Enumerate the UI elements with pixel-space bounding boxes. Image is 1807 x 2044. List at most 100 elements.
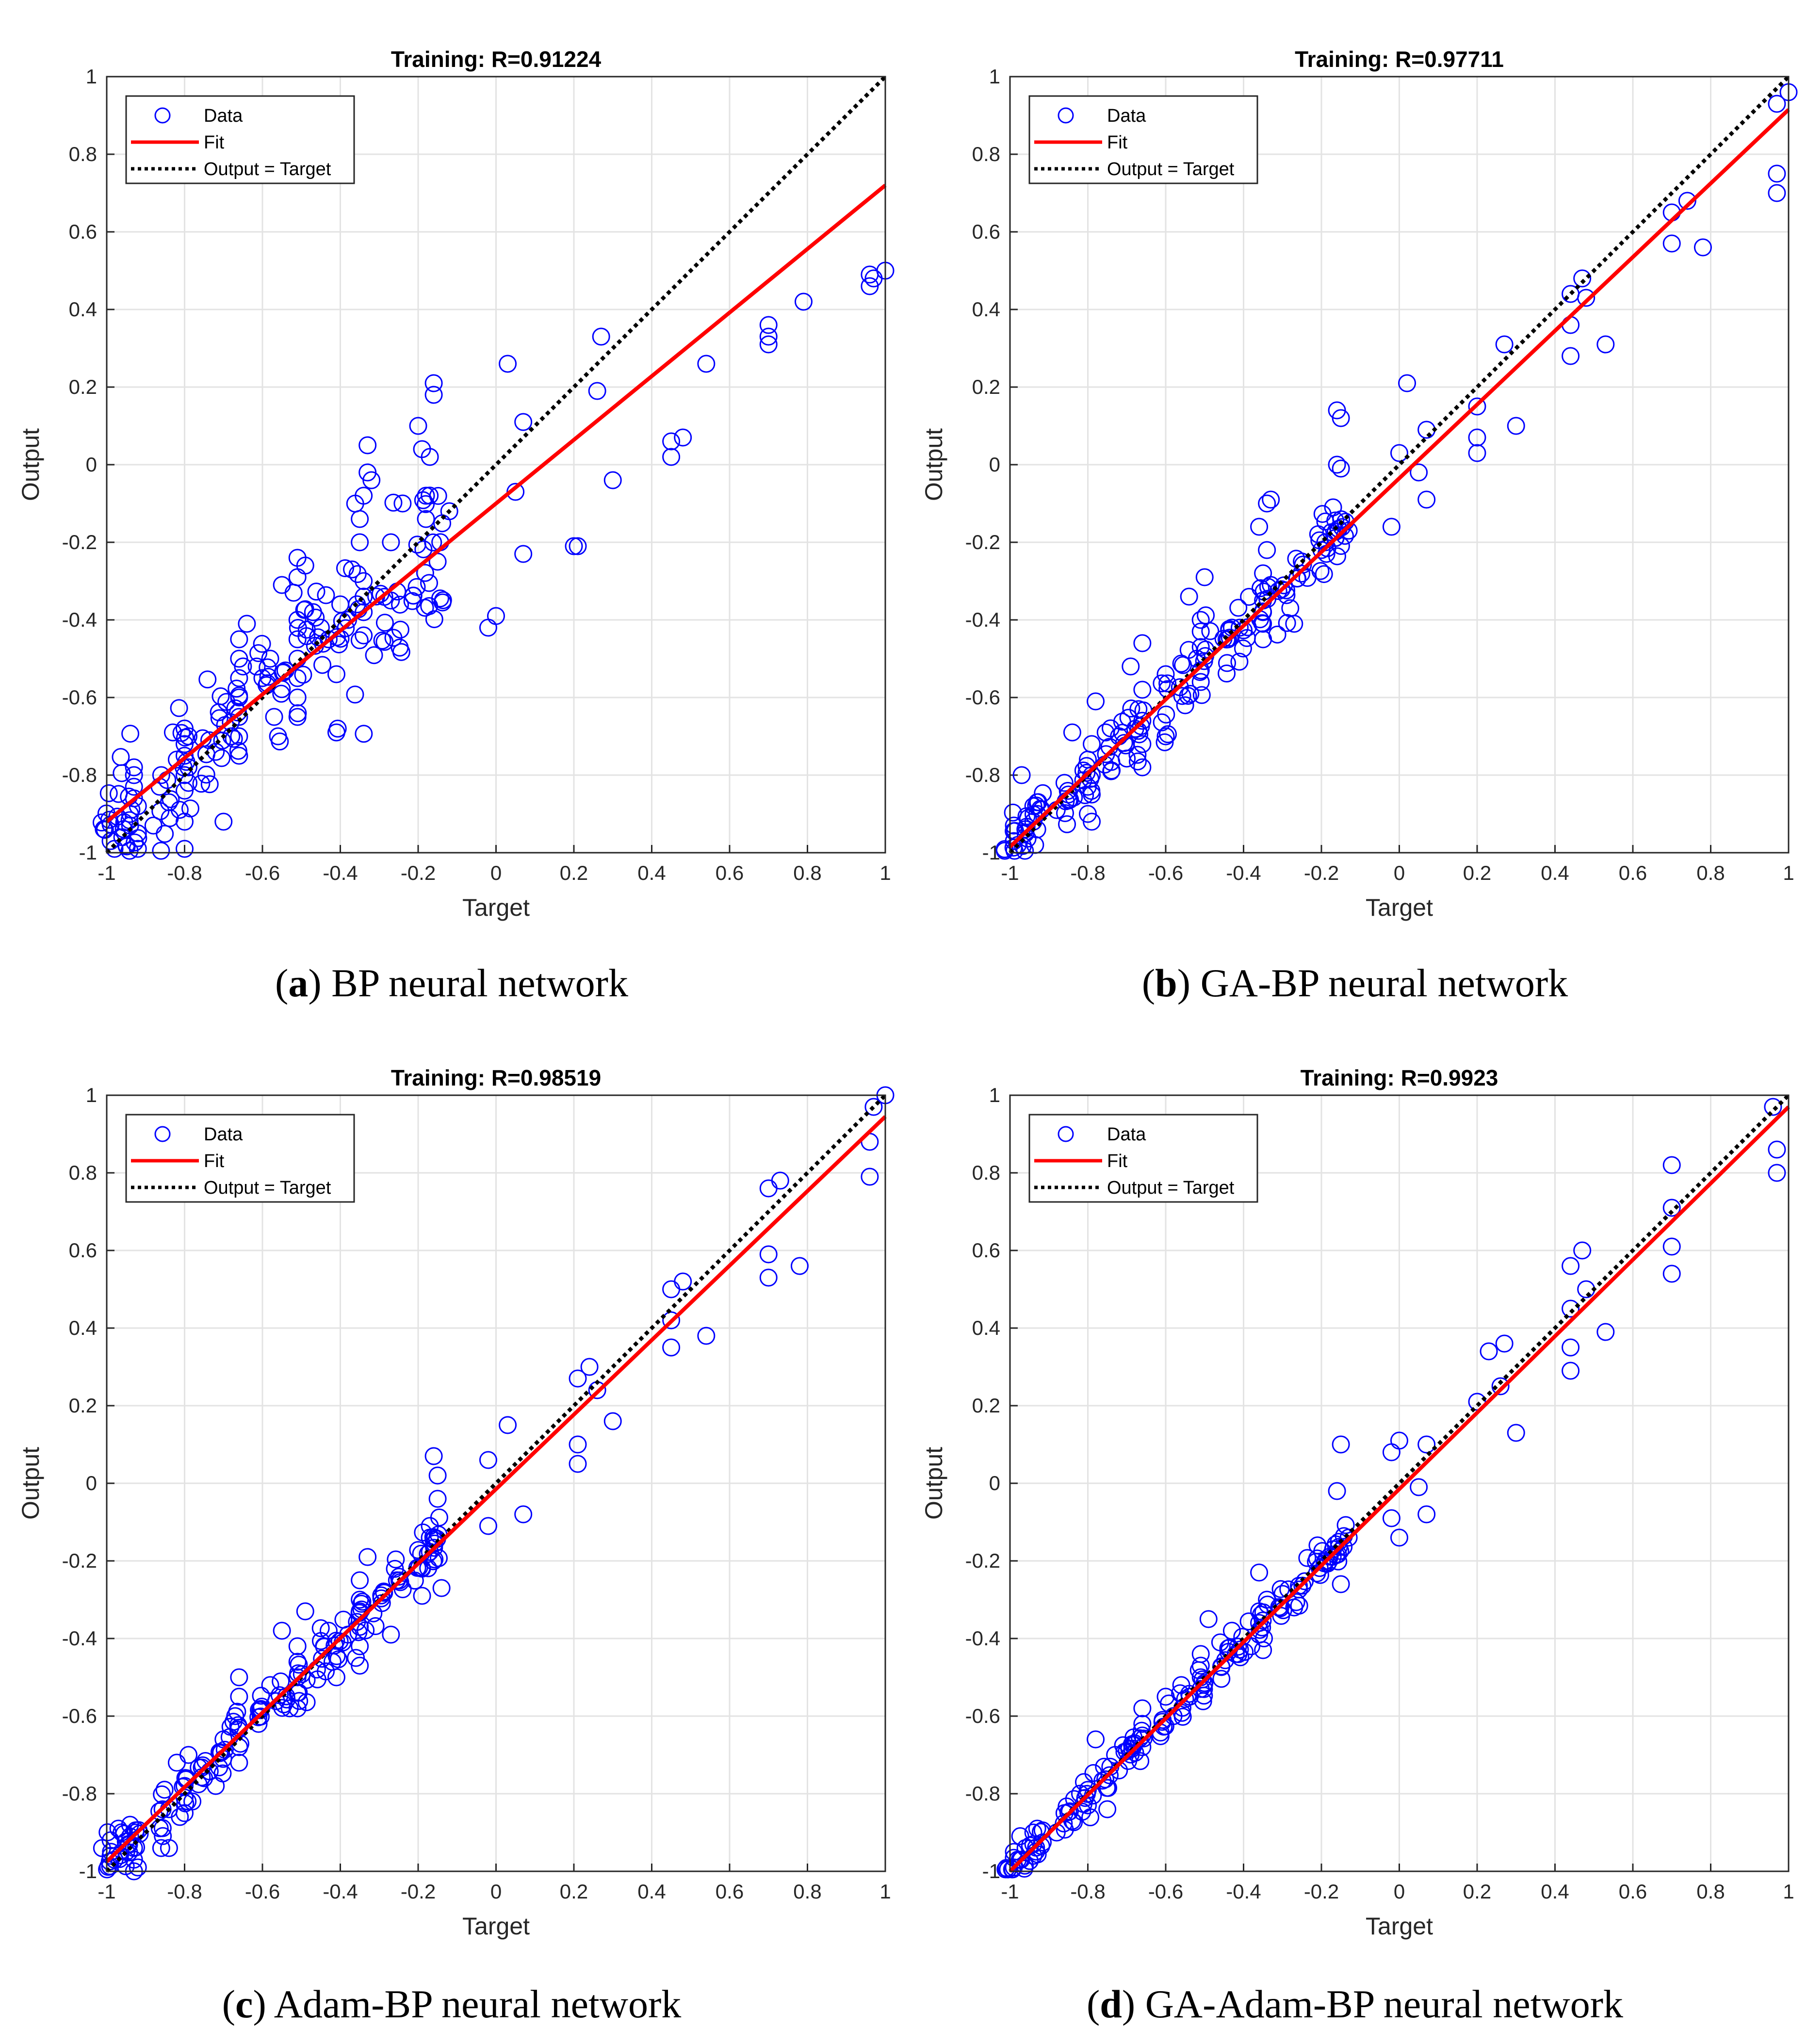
data-point	[1390, 1431, 1408, 1450]
data-point	[1562, 1299, 1580, 1318]
y-tick-label: 0.4	[972, 298, 1000, 321]
data-point	[424, 1447, 443, 1465]
y-tick-label: 1	[989, 65, 1000, 88]
x-axis-label: Target	[1366, 1913, 1433, 1940]
data-point	[1507, 417, 1525, 435]
data-point	[1562, 1362, 1580, 1380]
data-point	[290, 1692, 309, 1710]
data-point	[353, 1592, 372, 1611]
data-point	[355, 626, 373, 645]
data-point	[228, 1703, 246, 1721]
data-point	[179, 1746, 198, 1764]
legend-ref-label: Output = Target	[1107, 1178, 1235, 1198]
data-point	[307, 608, 325, 627]
fit-line	[105, 183, 887, 824]
chart-panel-a: Training: R=0.91224 -1-1 -0.8 -0.8 -0.6 -0.6 -…	[17, 47, 895, 921]
data-point	[1332, 459, 1350, 478]
data-point	[429, 1549, 448, 1567]
y-axis-label: Output	[920, 1447, 947, 1520]
data-point	[1678, 192, 1696, 210]
data-point	[373, 632, 391, 650]
data-point	[372, 1586, 391, 1605]
data-point	[329, 1650, 348, 1669]
data-point	[1156, 665, 1175, 683]
data-point	[1480, 1342, 1498, 1361]
data-point	[662, 432, 681, 451]
data-point	[1229, 1638, 1247, 1656]
data-point	[1063, 723, 1081, 742]
data-point	[294, 665, 312, 684]
data-point	[230, 1687, 248, 1706]
chart-title: Training: R=0.98519	[391, 1065, 601, 1090]
data-point	[307, 583, 326, 601]
data-point	[1768, 184, 1786, 202]
x-tick-label: -0.2	[1304, 1880, 1339, 1903]
data-point	[603, 471, 622, 489]
data-point	[171, 1808, 189, 1826]
data-point	[234, 657, 252, 676]
data-point	[417, 510, 435, 528]
x-tick-label: 0	[1394, 1880, 1405, 1903]
data-point	[429, 487, 447, 505]
data-point	[230, 630, 248, 649]
y-tick-label: 1	[86, 65, 97, 88]
data-point	[152, 1839, 170, 1857]
data-point	[288, 630, 307, 649]
data-point	[424, 1552, 442, 1571]
data-point	[499, 1416, 517, 1434]
data-point	[1328, 455, 1346, 474]
data-point	[229, 742, 247, 760]
data-point	[1495, 335, 1514, 354]
x-tick-label: 0.6	[716, 1880, 744, 1903]
data-point	[514, 413, 533, 431]
data-point	[155, 1781, 174, 1799]
data-point	[428, 1466, 447, 1485]
data-point	[384, 493, 403, 512]
x-tick-label: -0.4	[323, 1880, 358, 1903]
data-point	[1562, 347, 1580, 365]
data-point	[1298, 1549, 1317, 1567]
data-point	[92, 813, 111, 832]
data-point	[1231, 1648, 1250, 1667]
data-point	[861, 1168, 879, 1186]
axes-box	[1009, 1094, 1790, 1872]
x-axis-label: Target	[462, 894, 530, 921]
data-point	[1328, 1482, 1346, 1500]
data-point	[1115, 734, 1133, 752]
x-tick-label: 0	[490, 1880, 502, 1903]
data-point	[1764, 1098, 1782, 1116]
legend-fit-label: Fit	[204, 132, 225, 153]
data-point	[296, 1602, 314, 1621]
data-point	[1174, 656, 1192, 674]
data-point	[790, 1257, 809, 1275]
data-point	[1252, 579, 1270, 598]
x-tick-label: -1	[98, 1880, 115, 1903]
data-point	[1255, 1629, 1273, 1648]
data-point	[499, 355, 517, 373]
caption-text: GA-BP neural network	[1190, 961, 1568, 1005]
data-point	[228, 680, 246, 698]
data-point	[99, 784, 118, 802]
data-point	[603, 1412, 622, 1430]
data-point	[386, 1559, 404, 1578]
caption-letter: b	[1155, 961, 1177, 1005]
data-point	[261, 1676, 279, 1694]
data-point	[565, 537, 583, 555]
caption-c: (c) Adam-BP neural network	[222, 1982, 682, 2026]
data-point	[569, 1369, 587, 1388]
data-point	[112, 748, 130, 766]
fit-line	[1009, 1105, 1790, 1873]
data-point	[569, 537, 587, 555]
y-tick-label: -0.8	[965, 763, 1000, 786]
data-point	[181, 799, 199, 818]
data-point	[170, 801, 189, 819]
legend-ref-label: Output = Target	[1107, 159, 1235, 179]
data-point	[153, 1819, 172, 1837]
caption-text: Adam-BP neural network	[266, 1982, 682, 2026]
caption-d: (d) GA-Adam-BP neural network	[1086, 1982, 1623, 2026]
y-tick-label: 0	[989, 453, 1000, 476]
data-point	[1390, 1528, 1408, 1547]
data-point	[1154, 1711, 1172, 1729]
x-tick-label: -0.2	[401, 861, 436, 884]
y-tick-label: 0.6	[972, 220, 1000, 243]
